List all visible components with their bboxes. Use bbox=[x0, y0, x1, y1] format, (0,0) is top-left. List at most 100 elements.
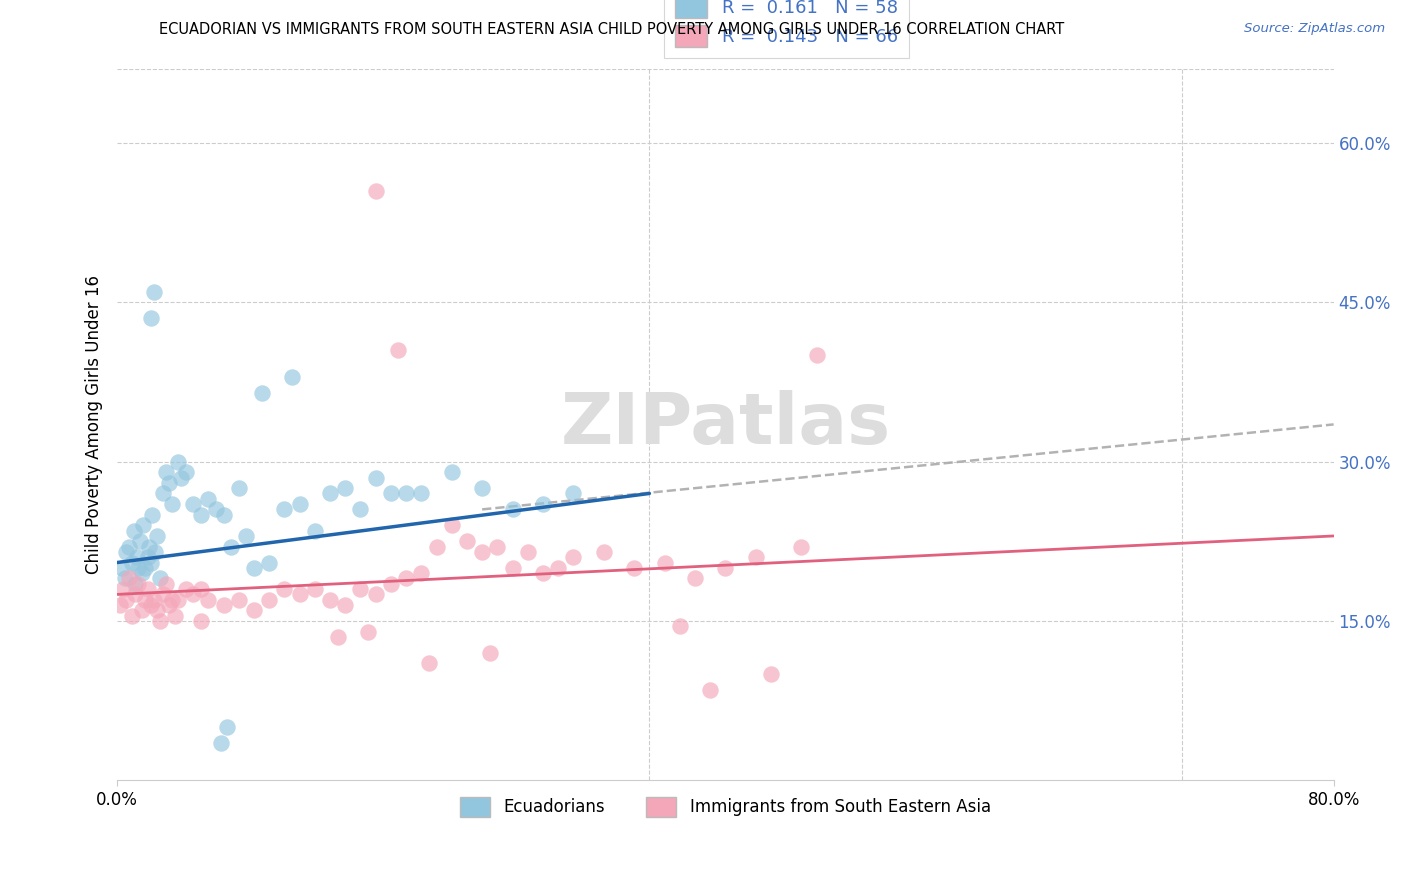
Point bbox=[124, 576, 146, 591]
Point bbox=[562, 550, 585, 565]
Point bbox=[155, 465, 177, 479]
Point bbox=[190, 614, 212, 628]
Point bbox=[349, 582, 371, 596]
Point bbox=[131, 603, 153, 617]
Point bbox=[456, 534, 478, 549]
Point bbox=[531, 566, 554, 581]
Point bbox=[257, 592, 280, 607]
Point bbox=[174, 582, 197, 596]
Point bbox=[163, 608, 186, 623]
Point bbox=[516, 545, 538, 559]
Point bbox=[790, 540, 813, 554]
Point bbox=[592, 545, 614, 559]
Point bbox=[127, 561, 149, 575]
Point bbox=[243, 561, 266, 575]
Point bbox=[132, 518, 155, 533]
Point bbox=[209, 736, 232, 750]
Point bbox=[136, 550, 159, 565]
Point bbox=[174, 465, 197, 479]
Text: Source: ZipAtlas.com: Source: ZipAtlas.com bbox=[1244, 22, 1385, 36]
Point bbox=[502, 561, 524, 575]
Point bbox=[281, 369, 304, 384]
Point bbox=[134, 561, 156, 575]
Point bbox=[440, 465, 463, 479]
Point bbox=[471, 481, 494, 495]
Point bbox=[471, 545, 494, 559]
Point bbox=[139, 311, 162, 326]
Point bbox=[357, 624, 380, 639]
Point bbox=[215, 720, 238, 734]
Point bbox=[273, 582, 295, 596]
Point bbox=[142, 285, 165, 299]
Point bbox=[152, 486, 174, 500]
Point bbox=[478, 646, 501, 660]
Point bbox=[121, 608, 143, 623]
Point bbox=[197, 592, 219, 607]
Text: ZIPatlas: ZIPatlas bbox=[561, 390, 890, 458]
Point bbox=[111, 561, 134, 575]
Point bbox=[212, 508, 235, 522]
Point bbox=[235, 529, 257, 543]
Point bbox=[160, 497, 183, 511]
Point bbox=[319, 486, 342, 500]
Point bbox=[112, 582, 135, 596]
Point bbox=[440, 518, 463, 533]
Point bbox=[395, 486, 418, 500]
Point bbox=[170, 470, 193, 484]
Point bbox=[181, 587, 204, 601]
Point bbox=[136, 582, 159, 596]
Point bbox=[387, 343, 409, 357]
Point bbox=[623, 561, 645, 575]
Point bbox=[547, 561, 569, 575]
Point bbox=[335, 481, 357, 495]
Text: ECUADORIAN VS IMMIGRANTS FROM SOUTH EASTERN ASIA CHILD POVERTY AMONG GIRLS UNDER: ECUADORIAN VS IMMIGRANTS FROM SOUTH EAST… bbox=[159, 22, 1064, 37]
Point bbox=[155, 576, 177, 591]
Point bbox=[134, 592, 156, 607]
Point bbox=[257, 556, 280, 570]
Point bbox=[181, 497, 204, 511]
Point bbox=[759, 667, 782, 681]
Point bbox=[197, 491, 219, 506]
Point bbox=[190, 508, 212, 522]
Point bbox=[380, 486, 402, 500]
Point bbox=[654, 556, 676, 570]
Point bbox=[114, 571, 136, 585]
Legend: Ecuadorians, Immigrants from South Eastern Asia: Ecuadorians, Immigrants from South Easte… bbox=[451, 789, 1000, 825]
Point bbox=[149, 571, 172, 585]
Point bbox=[502, 502, 524, 516]
Point bbox=[205, 502, 228, 516]
Point bbox=[562, 486, 585, 500]
Point bbox=[118, 540, 141, 554]
Point bbox=[349, 502, 371, 516]
Point bbox=[160, 592, 183, 607]
Point bbox=[141, 508, 163, 522]
Point bbox=[219, 540, 242, 554]
Point bbox=[304, 524, 326, 538]
Point bbox=[714, 561, 737, 575]
Point bbox=[683, 571, 706, 585]
Point bbox=[143, 545, 166, 559]
Y-axis label: Child Poverty Among Girls Under 16: Child Poverty Among Girls Under 16 bbox=[86, 275, 103, 574]
Point bbox=[418, 657, 440, 671]
Point bbox=[138, 540, 160, 554]
Point bbox=[319, 592, 342, 607]
Point bbox=[395, 571, 418, 585]
Point bbox=[127, 576, 149, 591]
Point bbox=[110, 598, 132, 612]
Point bbox=[486, 540, 509, 554]
Point bbox=[122, 524, 145, 538]
Point bbox=[288, 587, 311, 601]
Point bbox=[167, 454, 190, 468]
Point bbox=[364, 470, 387, 484]
Point bbox=[121, 556, 143, 570]
Point bbox=[335, 598, 357, 612]
Point bbox=[425, 540, 447, 554]
Point bbox=[288, 497, 311, 511]
Point bbox=[157, 598, 180, 612]
Point bbox=[250, 385, 273, 400]
Point bbox=[129, 534, 152, 549]
Point bbox=[273, 502, 295, 516]
Point bbox=[699, 683, 721, 698]
Point bbox=[806, 348, 828, 362]
Point bbox=[139, 556, 162, 570]
